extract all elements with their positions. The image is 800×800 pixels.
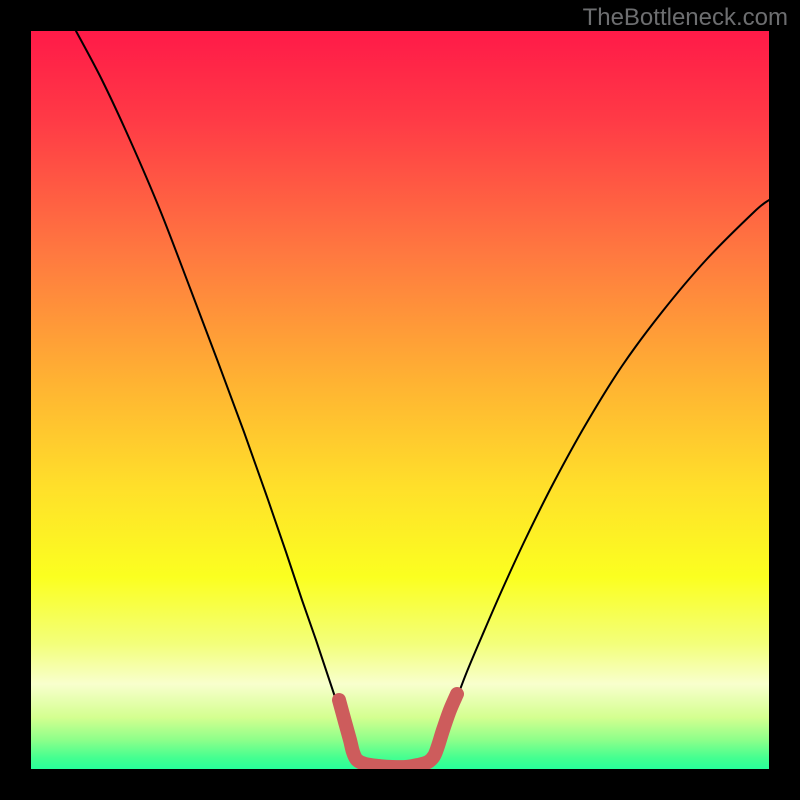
watermark-text: TheBottleneck.com [583,4,788,32]
chart-container: TheBottleneck.com [0,0,800,800]
plot-background [31,31,769,769]
bottleneck-curve-chart [0,0,800,800]
